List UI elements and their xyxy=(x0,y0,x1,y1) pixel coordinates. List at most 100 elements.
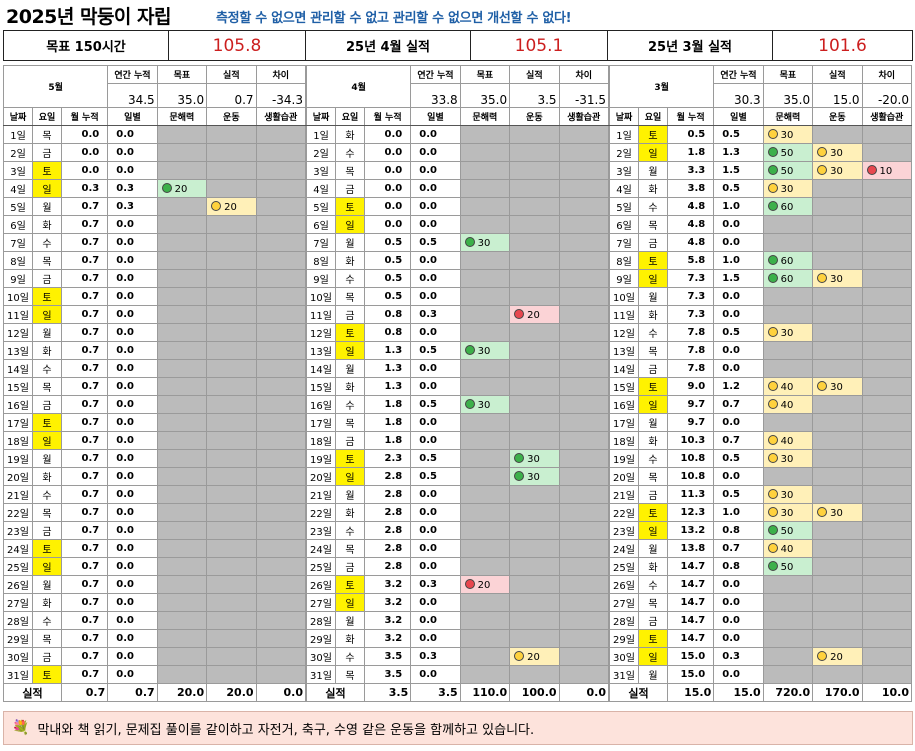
empty-activity-cell xyxy=(558,377,610,396)
empty-activity-cell xyxy=(558,305,610,324)
daily-cell: 0.0 xyxy=(410,611,461,630)
monthly-cumulative-cell: 0.5 xyxy=(364,269,412,288)
activity-cell: 20 xyxy=(509,647,560,666)
table-row: 8일 토 5.8 1.0 60 xyxy=(608,251,913,270)
empty-activity-cell xyxy=(206,215,257,234)
table-row: 5일 월 0.7 0.3 20 xyxy=(2,197,307,216)
empty-activity-cell xyxy=(255,323,307,342)
total-literacy: 110.0 xyxy=(459,683,511,702)
status-dot-icon xyxy=(817,506,828,517)
weekday-cell: 화 xyxy=(32,467,63,486)
empty-activity-cell xyxy=(509,611,560,630)
table-row: 31일 월 15.0 0.0 xyxy=(608,665,913,684)
table-row: 17일 목 1.8 0.0 xyxy=(305,413,610,432)
empty-activity-cell xyxy=(762,467,814,486)
daily-cell: 0.0 xyxy=(713,233,764,252)
weekday-cell: 화 xyxy=(335,503,366,522)
monthly-cumulative-cell: 1.3 xyxy=(364,359,412,378)
activity-minutes: 20 xyxy=(174,183,188,195)
activity-cell: 40 xyxy=(762,395,814,414)
activity-minutes: 30 xyxy=(830,165,843,177)
monthly-cumulative-cell: 0.7 xyxy=(61,539,109,558)
date-cell: 13일 xyxy=(305,341,337,360)
monthly-cumulative-cell: 0.0 xyxy=(364,197,412,216)
date-cell: 4일 xyxy=(2,179,34,198)
empty-activity-cell xyxy=(762,359,814,378)
weekday-cell: 금 xyxy=(335,431,366,450)
date-cell: 12일 xyxy=(305,323,337,342)
empty-activity-cell xyxy=(558,485,610,504)
table-row: 17일 토 0.7 0.0 xyxy=(2,413,307,432)
date-cell: 20일 xyxy=(2,467,34,486)
diff-label: 차이 xyxy=(861,65,913,84)
monthly-cumulative-cell: 0.7 xyxy=(61,593,109,612)
activity-minutes: 30 xyxy=(780,489,794,501)
activity-minutes: 30 xyxy=(780,129,794,141)
status-dot-icon xyxy=(866,164,877,175)
monthly-cumulative-cell: 4.8 xyxy=(667,233,715,252)
date-cell: 6일 xyxy=(305,215,337,234)
monthly-cumulative-cell: 4.8 xyxy=(667,197,715,216)
empty-activity-cell xyxy=(861,647,913,666)
monthly-cumulative-cell: 14.7 xyxy=(667,593,715,612)
date-cell: 21일 xyxy=(2,485,34,504)
weekday-cell: 월 xyxy=(638,539,669,558)
empty-activity-cell xyxy=(255,251,307,270)
date-cell: 21일 xyxy=(305,485,337,504)
empty-activity-cell xyxy=(156,251,208,270)
empty-activity-cell xyxy=(255,359,307,378)
date-cell: 18일 xyxy=(608,431,640,450)
weekday-cell: 토 xyxy=(335,197,366,216)
daily-cell: 0.0 xyxy=(410,197,461,216)
activity-cell: 30 xyxy=(509,449,560,468)
weekday-cell: 금 xyxy=(335,179,366,198)
date-cell: 16일 xyxy=(608,395,640,414)
empty-activity-cell xyxy=(812,125,863,144)
target-label: 목표 xyxy=(459,65,511,84)
table-row: 24일 토 0.7 0.0 xyxy=(2,539,307,558)
daily-cell: 0.0 xyxy=(713,287,764,306)
column-header-date: 날짜 xyxy=(2,107,34,126)
weekday-cell: 일 xyxy=(335,215,366,234)
empty-activity-cell xyxy=(206,557,257,576)
empty-activity-cell xyxy=(509,323,560,342)
daily-cell: 0.0 xyxy=(107,449,158,468)
date-cell: 8일 xyxy=(305,251,337,270)
empty-activity-cell xyxy=(206,395,257,414)
activity-cell: 60 xyxy=(762,269,814,288)
daily-cell: 0.0 xyxy=(410,539,461,558)
daily-cell: 0.5 xyxy=(713,125,764,144)
empty-activity-cell xyxy=(206,413,257,432)
empty-activity-cell xyxy=(459,539,511,558)
empty-activity-cell xyxy=(861,287,913,306)
weekday-cell: 월 xyxy=(32,575,63,594)
daily-cell: 0.0 xyxy=(107,467,158,486)
daily-cell: 0.0 xyxy=(107,161,158,180)
column-header-daily: 일별 xyxy=(713,107,764,126)
date-cell: 25일 xyxy=(608,557,640,576)
daily-cell: 0.0 xyxy=(713,467,764,486)
activity-cell: 30 xyxy=(459,233,511,252)
empty-activity-cell xyxy=(558,287,610,306)
weekday-cell: 목 xyxy=(335,413,366,432)
empty-activity-cell xyxy=(812,449,863,468)
table-row: 11일 금 0.8 0.3 20 xyxy=(305,305,610,324)
weekday-cell: 화 xyxy=(335,251,366,270)
table-row: 17일 월 9.7 0.0 xyxy=(608,413,913,432)
empty-activity-cell xyxy=(156,503,208,522)
status-dot-icon xyxy=(767,326,778,337)
empty-activity-cell xyxy=(762,647,814,666)
weekday-cell: 토 xyxy=(335,323,366,342)
date-cell: 19일 xyxy=(2,449,34,468)
monthly-cumulative-cell: 14.7 xyxy=(667,557,715,576)
date-cell: 24일 xyxy=(608,539,640,558)
empty-activity-cell xyxy=(762,287,814,306)
date-cell: 24일 xyxy=(2,539,34,558)
empty-activity-cell xyxy=(861,233,913,252)
date-cell: 23일 xyxy=(305,521,337,540)
table-row: 25일 금 2.8 0.0 xyxy=(305,557,610,576)
daily-cell: 0.0 xyxy=(713,359,764,378)
empty-activity-cell xyxy=(558,557,610,576)
activity-minutes: 30 xyxy=(477,345,491,357)
empty-activity-cell xyxy=(861,485,913,504)
